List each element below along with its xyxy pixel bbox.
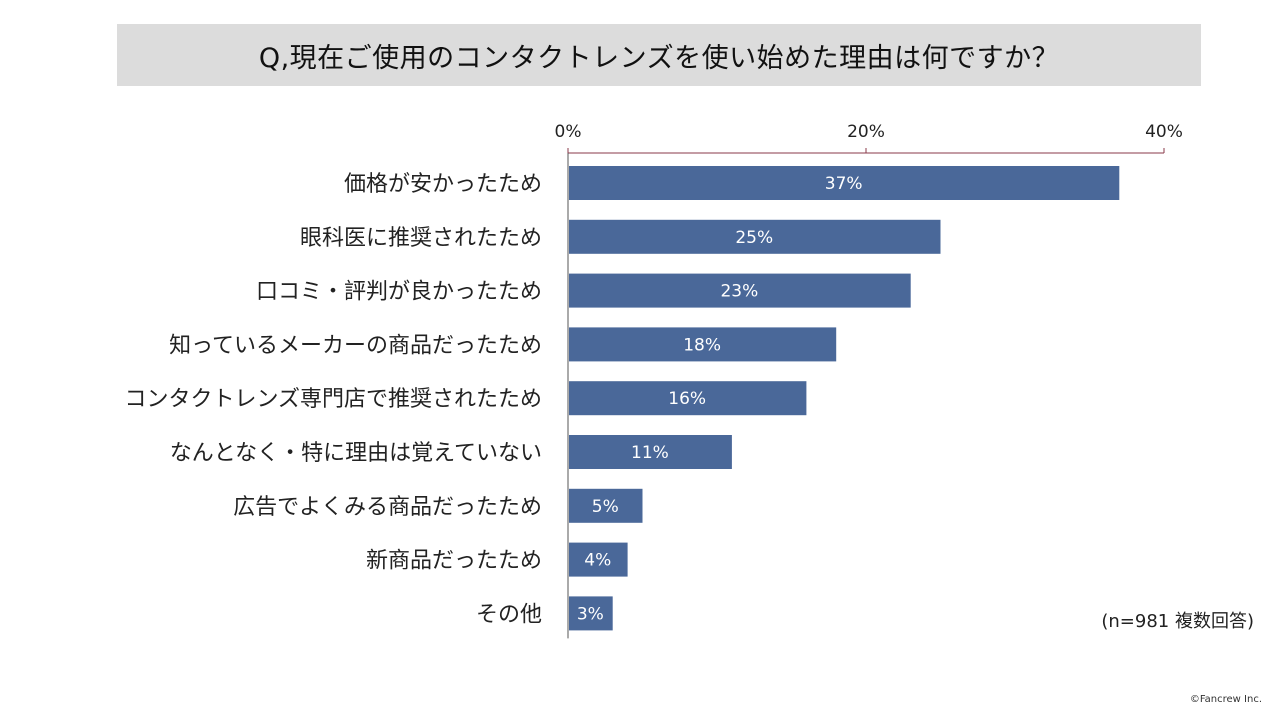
sample-note: (n=981 複数回答) — [1101, 611, 1254, 632]
bar-value-label: 37% — [825, 174, 863, 194]
category-label: なんとなく・特に理由は覚えていない — [170, 441, 542, 466]
bar — [569, 273, 911, 308]
category-label: コンタクトレンズ専門店で推奨されたため — [124, 387, 542, 412]
bar — [569, 327, 837, 362]
category-label: 価格が安かったため — [344, 172, 542, 197]
bar-value-label: 3% — [577, 604, 604, 624]
bar — [569, 435, 732, 469]
bar-value-label: 5% — [592, 497, 619, 517]
bar — [569, 381, 807, 416]
x-tick-label: 40% — [1145, 122, 1183, 142]
category-label: 知っているメーカーの商品だったため — [169, 333, 542, 358]
category-label: 口コミ・評判が良かったため — [256, 280, 542, 305]
title-bar: Q,現在ご使用のコンタクトレンズを使い始めた理由は何ですか？ — [117, 24, 1201, 86]
x-tick-label: 0% — [555, 122, 582, 142]
bar — [569, 596, 613, 631]
bar — [569, 488, 643, 523]
bar-value-label: 11% — [631, 443, 669, 463]
bar-value-label: 4% — [584, 551, 611, 571]
bar — [569, 542, 628, 577]
category-label: 広告でよくみる商品だったため — [233, 495, 542, 520]
bar-value-label: 16% — [668, 389, 706, 409]
category-label: 新商品だったため — [366, 549, 542, 574]
x-tick-label: 20% — [847, 122, 885, 142]
bar — [569, 219, 941, 254]
category-label: 眼科医に推奨されたため — [300, 226, 542, 251]
bar — [569, 166, 1120, 200]
bar-value-label: 18% — [683, 335, 721, 355]
bar-value-label: 23% — [720, 282, 758, 302]
copyright: ©Fancrew Inc. — [1189, 694, 1262, 705]
category-label: その他 — [476, 602, 542, 627]
page-title: Q,現在ご使用のコンタクトレンズを使い始めた理由は何ですか？ — [258, 42, 1060, 74]
bar-value-label: 25% — [735, 228, 773, 248]
